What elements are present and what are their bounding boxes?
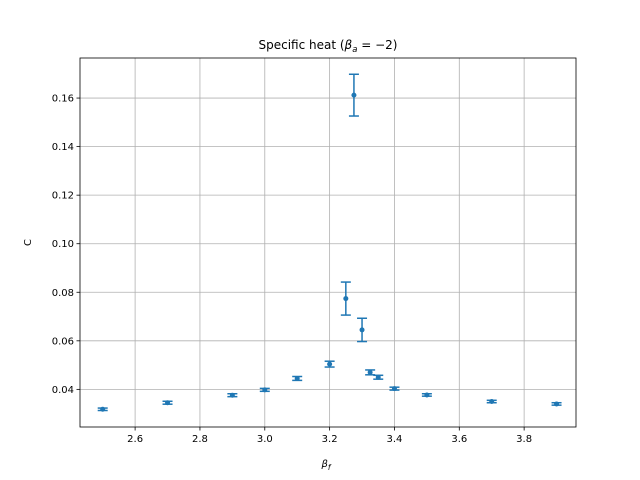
y-tick-label: 0.06 [52, 336, 74, 347]
plot-frame [79, 57, 577, 428]
y-axis-label: C [23, 239, 34, 246]
y-tick-label: 0.10 [52, 239, 74, 250]
y-tick-label: 0.04 [52, 385, 74, 396]
x-tick-label: 2.6 [127, 434, 143, 445]
data-point [375, 374, 381, 380]
data-point [100, 406, 106, 412]
x-axis-label: βf [320, 459, 331, 472]
data-point [327, 361, 333, 367]
data-point [554, 401, 560, 407]
data-point [165, 400, 171, 406]
data-point [489, 399, 495, 405]
x-tick-label: 3.2 [322, 434, 338, 445]
x-tick-label: 3.8 [516, 434, 532, 445]
data-point [391, 386, 397, 392]
data-point [343, 296, 349, 302]
data-point [424, 392, 430, 398]
chart-title: Specific heat (βa = −2) [258, 38, 397, 55]
data-point [294, 375, 300, 381]
grid-lines [80, 58, 576, 427]
data-point [262, 387, 268, 393]
x-tick-label: 2.8 [192, 434, 208, 445]
x-tick-label: 3.6 [451, 434, 467, 445]
y-tick-label: 0.16 [52, 94, 74, 105]
data-point [229, 392, 235, 398]
data-point [359, 327, 365, 333]
data-marks [97, 73, 562, 412]
x-tick-label: 3.4 [387, 434, 403, 445]
y-tick-label: 0.08 [52, 288, 74, 299]
data-point [351, 92, 357, 98]
y-tick-label: 0.12 [52, 191, 74, 202]
x-tick-label: 3.0 [257, 434, 273, 445]
y-tick-label: 0.14 [52, 142, 74, 153]
axis-ticks: 2.6 2.8 3.0 3.2 3.4 3.6 3.8 0.04 0.06 0.08 0.10 0.1… [52, 94, 532, 445]
data-point [367, 369, 373, 375]
